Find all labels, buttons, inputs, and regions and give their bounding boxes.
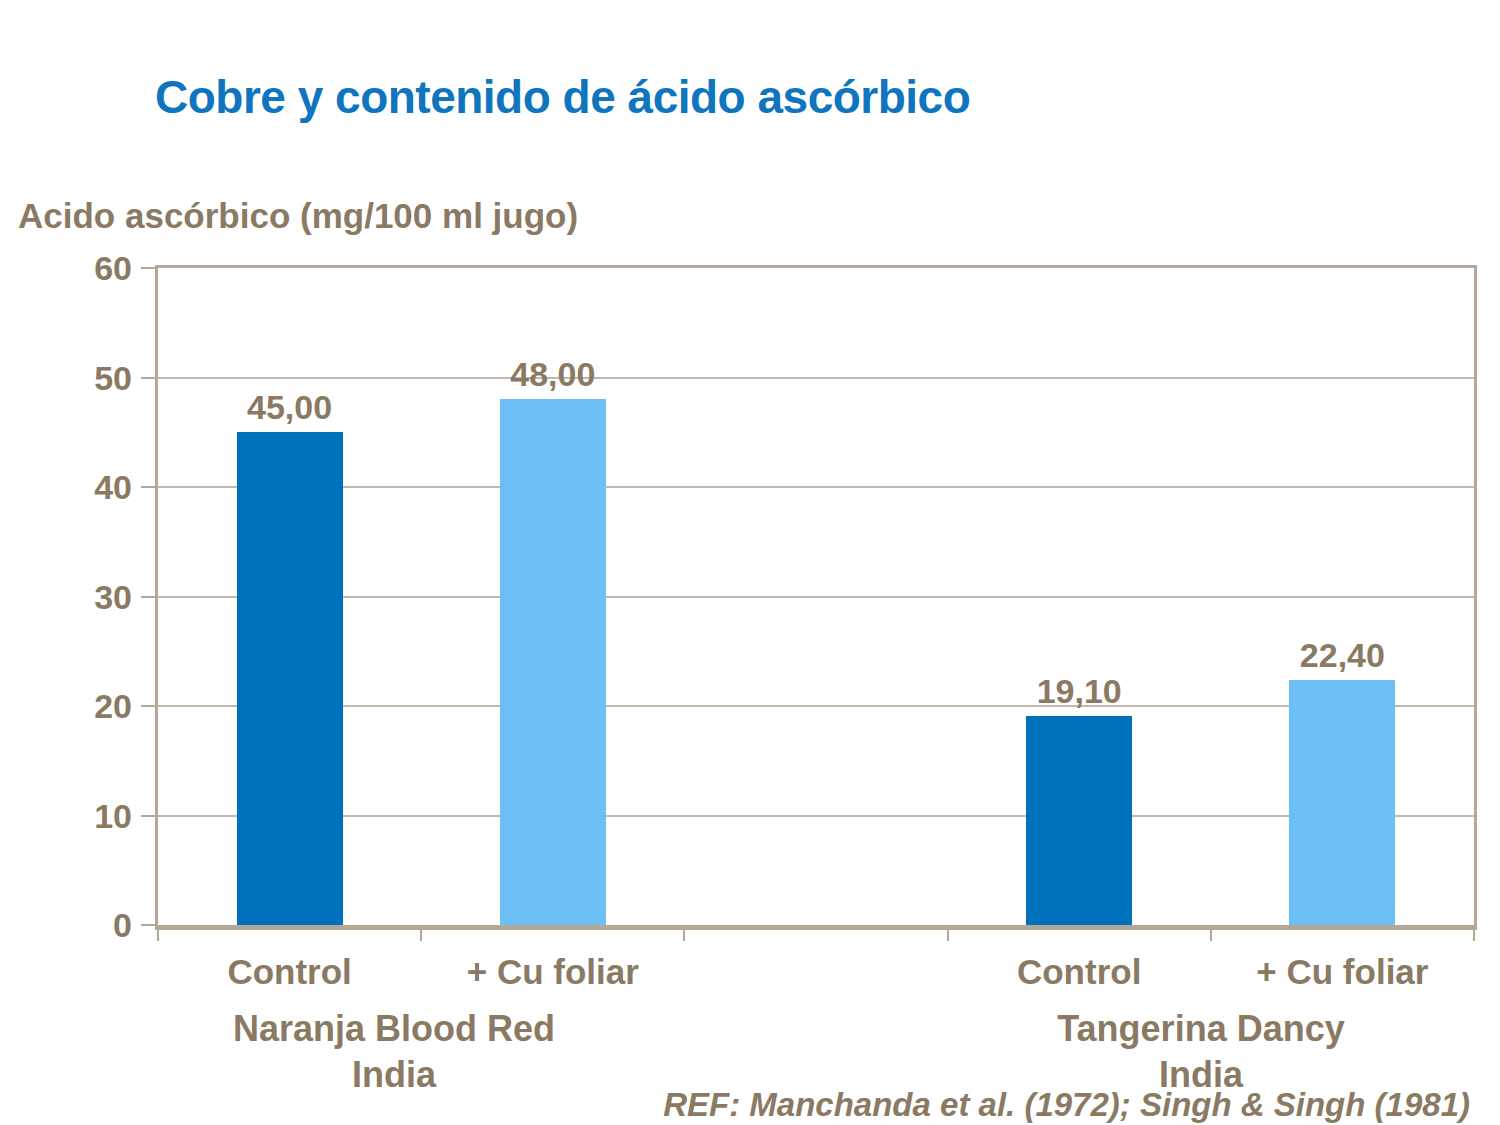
- category-label: + Cu foliar: [1212, 952, 1472, 992]
- x-tick-mark: [157, 930, 159, 941]
- x-tick-mark: [1210, 930, 1212, 941]
- y-tick-label: 50: [40, 360, 132, 396]
- category-label: + Cu foliar: [423, 952, 683, 992]
- group-label-line1: Naranja Blood Red: [134, 1008, 654, 1050]
- x-tick-mark: [947, 930, 949, 941]
- y-tick-mark: [141, 705, 158, 707]
- gridline: [158, 377, 1474, 379]
- y-tick-label: 0: [40, 907, 132, 943]
- x-tick-mark: [420, 930, 422, 941]
- y-tick-label: 40: [40, 469, 132, 505]
- y-tick-label: 20: [40, 688, 132, 724]
- bar--cu-foliar: [500, 399, 606, 925]
- gridline: [158, 486, 1474, 488]
- category-label: Control: [949, 952, 1209, 992]
- y-tick-mark: [141, 815, 158, 817]
- bar--cu-foliar: [1289, 680, 1395, 925]
- gridline: [158, 705, 1474, 707]
- group-label-line1: Tangerina Dancy: [941, 1008, 1461, 1050]
- x-tick-mark: [1473, 930, 1475, 941]
- y-tick-label: 10: [40, 798, 132, 834]
- bar-value-label: 22,40: [1257, 636, 1427, 675]
- category-label: Control: [160, 952, 420, 992]
- bar-value-label: 19,10: [994, 672, 1164, 711]
- gridline: [158, 815, 1474, 817]
- plot-area: [155, 265, 1477, 930]
- y-tick-label: 30: [40, 579, 132, 615]
- chart-title: Cobre y contenido de ácido ascórbico: [155, 70, 970, 124]
- x-tick-mark: [683, 930, 685, 941]
- bar-value-label: 45,00: [205, 388, 375, 427]
- bar-control: [237, 432, 343, 925]
- bar-control: [1026, 716, 1132, 925]
- slide: Cobre y contenido de ácido ascórbico Aci…: [0, 0, 1500, 1125]
- y-tick-mark: [141, 267, 158, 269]
- y-tick-mark: [141, 924, 158, 926]
- gridline: [158, 596, 1474, 598]
- group-label-line2: India: [134, 1054, 654, 1096]
- bar-value-label: 48,00: [468, 355, 638, 394]
- y-axis-title: Acido ascórbico (mg/100 ml jugo): [18, 196, 578, 236]
- y-tick-mark: [141, 486, 158, 488]
- y-tick-label: 60: [40, 250, 132, 286]
- y-tick-mark: [141, 377, 158, 379]
- reference-note: REF: Manchanda et al. (1972); Singh & Si…: [663, 1086, 1470, 1124]
- y-tick-mark: [141, 596, 158, 598]
